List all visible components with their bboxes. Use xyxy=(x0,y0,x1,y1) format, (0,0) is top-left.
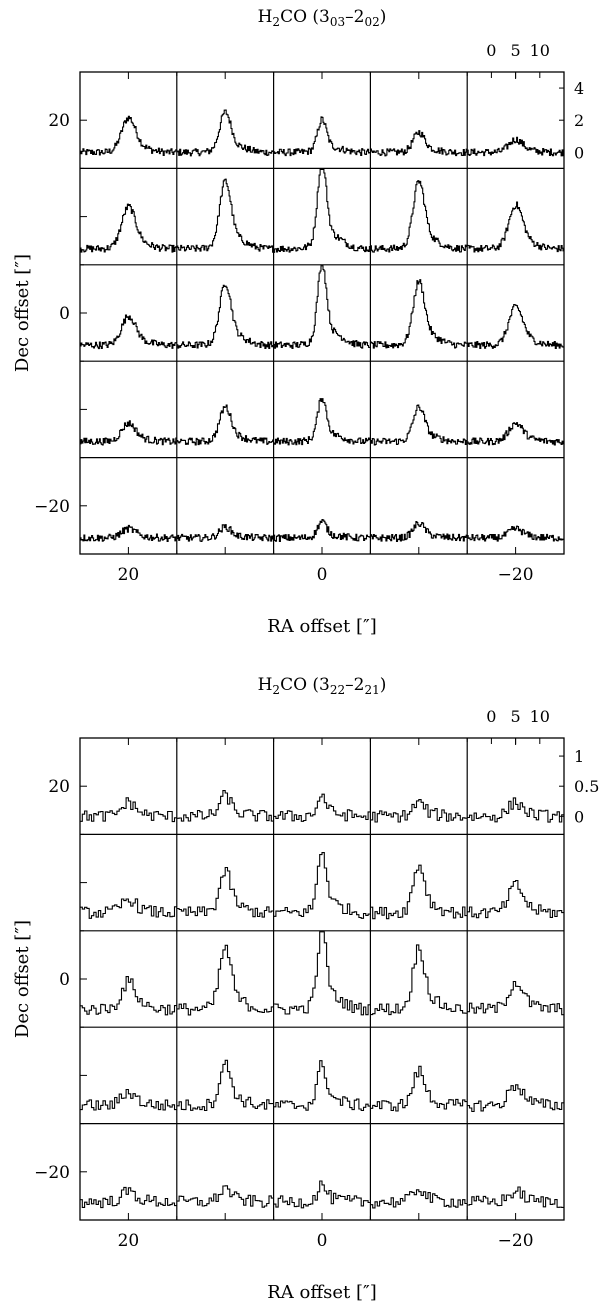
spectrum-ra20-dec10 xyxy=(80,203,177,253)
velocity-tick-label: 10 xyxy=(530,41,550,60)
plot-frame xyxy=(79,737,565,1221)
spectrum-ra-10-dec0 xyxy=(370,944,468,1016)
spectrum-ra0-dec10 xyxy=(273,168,371,253)
velocity-tick-label: 5 xyxy=(511,41,521,60)
spectrum-ra-10-dec-10 xyxy=(370,1065,468,1112)
spectrum-ra10-dec10 xyxy=(176,866,274,918)
panel-title: H2CO (322–221) xyxy=(258,675,387,697)
velocity-tick-label: 5 xyxy=(511,707,521,726)
spectrum-ra-20-dec-20 xyxy=(467,1186,564,1208)
spectrum-ra-20-dec20 xyxy=(467,797,564,823)
spectrum-ra-20-dec10 xyxy=(467,879,564,919)
spectrum-ra0-dec-20 xyxy=(273,1180,371,1209)
spectrum-ra-20-dec-10 xyxy=(467,1084,564,1113)
spectrum-ra0-dec0 xyxy=(273,265,371,349)
spectrum-ra10-dec10 xyxy=(176,178,274,253)
spectrum-ra20-dec-20 xyxy=(80,1186,177,1209)
spectrum-ra0-dec-10 xyxy=(273,1060,371,1112)
spectrum-ra20-dec-10 xyxy=(80,1088,177,1111)
y-tick-label: 20 xyxy=(48,111,70,131)
title-part-dash: –2 xyxy=(345,675,364,695)
y-tick-label: −20 xyxy=(34,1163,70,1183)
spectrum-ra0-dec-20 xyxy=(273,519,371,542)
intensity-tick-label: 0 xyxy=(574,143,584,162)
spectrum-ra10-dec20 xyxy=(176,790,274,822)
title-part-mid: CO (3 xyxy=(280,675,330,695)
spectrum-ra-20-dec-20 xyxy=(467,525,564,542)
spectrum-ra10-dec-10 xyxy=(176,404,274,446)
title-part-sub1: 2 xyxy=(272,683,280,697)
spectrum-ra0-dec20 xyxy=(273,116,371,157)
spectrum-ra20-dec0 xyxy=(80,976,177,1016)
spectrum-ra10-dec0 xyxy=(176,284,274,350)
spectrum-ra10-dec-10 xyxy=(176,1059,274,1112)
intensity-tick-label: 0 xyxy=(574,807,584,826)
spectrum-ra10-dec20 xyxy=(176,109,274,157)
x-tick-label: −20 xyxy=(498,1231,534,1251)
spectrum-ra-10-dec0 xyxy=(370,279,468,349)
spectrum-ra-10-dec20 xyxy=(370,130,468,157)
y-tick-label: 0 xyxy=(59,970,70,990)
spectrum-ra0-dec20 xyxy=(273,793,371,822)
spectrum-ra20-dec10 xyxy=(80,898,177,919)
y-tick-label: 20 xyxy=(48,777,70,797)
spectrum-ra20-dec0 xyxy=(80,314,177,350)
spectrum-ra0-dec0 xyxy=(273,931,371,1016)
spectrum-ra-20-dec-10 xyxy=(467,422,564,446)
x-tick-label: 20 xyxy=(118,1231,140,1251)
spectrum-ra0-dec-10 xyxy=(273,398,371,446)
spectrum-ra-10-dec-20 xyxy=(370,1189,468,1209)
spectrum-ra10-dec-20 xyxy=(176,524,274,542)
panel-title: H2CO (303–202) xyxy=(258,7,387,29)
title-part-base: H xyxy=(258,7,273,27)
x-tick-label: 0 xyxy=(317,565,328,585)
spectrum-ra-20-dec0 xyxy=(467,980,564,1016)
spectrum-ra-10-dec-10 xyxy=(370,404,468,446)
spectrum-ra20-dec-20 xyxy=(80,524,177,542)
spectrum-ra0-dec10 xyxy=(273,852,371,919)
spectrum-ra10-dec0 xyxy=(176,944,274,1016)
x-tick-label: 0 xyxy=(317,1231,328,1251)
intensity-tick-label: 4 xyxy=(574,79,584,98)
x-tick-label: −20 xyxy=(498,565,534,585)
y-axis-label: Dec offset [″] xyxy=(12,920,33,1038)
y-tick-label: 0 xyxy=(59,304,70,324)
spectrum-ra20-dec20 xyxy=(80,115,177,156)
title-part-base: H xyxy=(258,675,273,695)
x-axis-label: RA offset [″] xyxy=(267,616,377,637)
spectrum-ra-10-dec10 xyxy=(370,180,468,253)
title-part-sub2: 03 xyxy=(330,15,345,29)
intensity-tick-label: 0.5 xyxy=(574,777,599,796)
y-tick-label: −20 xyxy=(34,497,70,517)
title-part-mid: CO (3 xyxy=(280,7,330,27)
velocity-tick-label: 0 xyxy=(486,41,496,60)
intensity-tick-label: 1 xyxy=(574,747,584,766)
intensity-tick-label: 2 xyxy=(574,111,584,130)
plot-frame xyxy=(79,71,565,555)
spectrum-ra-10-dec20 xyxy=(370,799,468,823)
spectrum-ra20-dec20 xyxy=(80,797,177,823)
spectrum-ra-20-dec0 xyxy=(467,303,564,350)
title-part-dash: –2 xyxy=(345,7,364,27)
x-axis-label: RA offset [″] xyxy=(267,1282,377,1303)
spectrum-ra10-dec-20 xyxy=(176,1185,274,1208)
title-part-sub2: 22 xyxy=(330,683,345,697)
title-part-sub3: 21 xyxy=(364,683,379,697)
velocity-tick-label: 10 xyxy=(530,707,550,726)
spectrum-ra-20-dec10 xyxy=(467,201,564,253)
title-part-sub3: 02 xyxy=(364,15,379,29)
velocity-tick-label: 0 xyxy=(486,707,496,726)
spectrum-ra-20-dec20 xyxy=(467,136,564,157)
title-part-end: ) xyxy=(380,7,387,27)
spectrum-ra-10-dec10 xyxy=(370,864,468,920)
x-tick-label: 20 xyxy=(118,565,140,585)
y-axis-label: Dec offset [″] xyxy=(12,254,33,372)
spectrum-ra20-dec-10 xyxy=(80,420,177,446)
title-part-sub1: 2 xyxy=(272,15,280,29)
spectrum-ra-10-dec-20 xyxy=(370,520,468,542)
title-part-end: ) xyxy=(380,675,387,695)
